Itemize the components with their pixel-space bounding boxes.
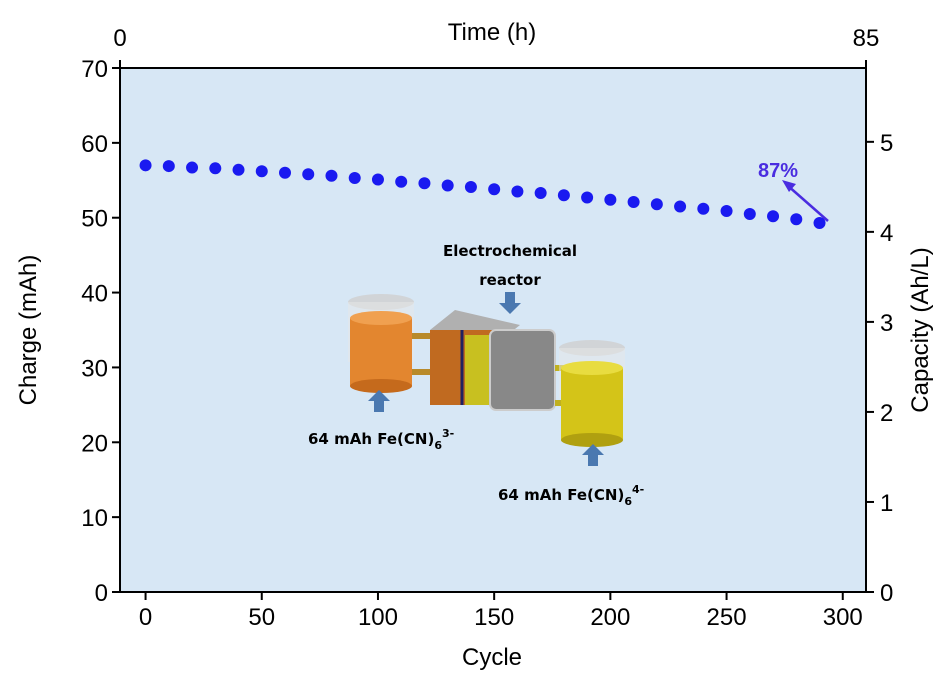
data-point [464,181,477,194]
y2-axis-title: Capacity (Ah/L) [907,247,934,412]
y-tick-label: 0 [95,580,108,607]
y-tick-label: 10 [81,505,108,532]
inset-label: 64 mAh Fe(CN)64- [498,483,644,508]
y2-tick-label: 1 [880,490,893,517]
data-point [557,189,570,202]
x-tick-label: 50 [248,604,275,631]
y-tick-label: 60 [81,131,108,158]
data-point [348,172,361,185]
data-point [674,200,687,213]
y-axis-title: Charge (mAh) [15,255,42,406]
data-point [650,198,663,211]
data-point [627,195,640,208]
x2-tick-label: 85 [853,25,880,52]
x-axis-title: Cycle [462,644,522,671]
data-point [395,175,408,188]
y-tick-label: 30 [81,355,108,382]
inset-label: reactor [479,271,541,289]
data-point [279,166,292,179]
data-point [488,183,501,196]
inset-text: 64 mAh Fe(CN) [308,430,434,448]
data-point [371,173,384,186]
inset-sup: 3- [442,427,454,440]
data-point [743,207,756,220]
x-tick-label: 250 [707,604,747,631]
inset-label: Electrochemical [443,242,577,260]
inset-sup: 4- [632,483,644,496]
data-point [418,177,431,190]
data-point [604,193,617,206]
annotation-arrow [786,184,829,222]
data-point [720,204,733,217]
y-tick-label: 40 [81,281,108,308]
data-point [186,161,199,174]
data-point [790,213,803,226]
y-tick-label: 20 [81,430,108,457]
y-tick-label: 70 [81,56,108,83]
data-point [232,163,245,176]
x-tick-label: 100 [358,604,398,631]
inset-text: 64 mAh Fe(CN) [498,486,624,504]
y-tick-label: 50 [81,206,108,233]
y2-tick-label: 4 [880,220,893,247]
data-point [139,159,152,172]
data-point [441,179,454,192]
x2-axis-title: Time (h) [448,19,536,46]
y2-tick-label: 2 [880,400,893,427]
x-tick-label: 150 [474,604,514,631]
x-tick-label: 300 [823,604,863,631]
data-point [767,210,780,223]
data-point [302,168,315,181]
data-point [697,202,710,215]
data-point [813,216,826,229]
data-point [255,165,268,178]
annotation-arrowhead [782,180,796,192]
y2-tick-label: 3 [880,310,893,337]
x-tick-label: 200 [590,604,630,631]
inset: Electrochemical reactor 64 mAh Fe(CN)63-… [308,242,644,508]
y2-tick-label: 0 [880,580,893,607]
inset-label: 64 mAh Fe(CN)63- [308,427,454,452]
inset-sub: 6 [434,439,442,452]
x-tick-label: 0 [139,604,152,631]
data-point [325,169,338,182]
annotation: 87% [758,160,798,182]
inset-sub: 6 [624,495,632,508]
data-point [534,187,547,200]
x2-tick-label: 0 [113,25,126,52]
data-point [162,160,175,173]
data-point [209,162,222,175]
data-point [511,185,524,198]
y2-tick-label: 5 [880,130,893,157]
data-point [581,191,594,204]
